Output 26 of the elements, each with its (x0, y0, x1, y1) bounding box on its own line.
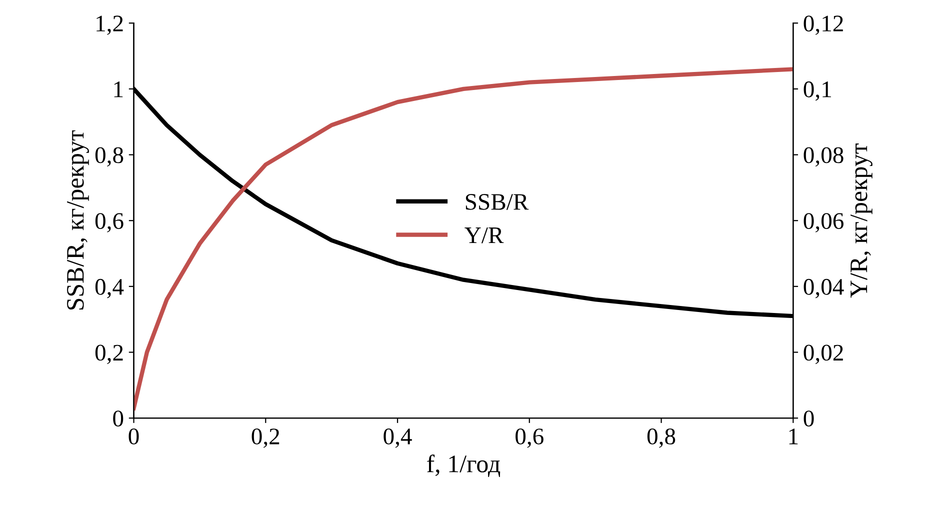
legend-label: SSB/R (466, 194, 529, 210)
y-tick-label: 0 (113, 410, 124, 427)
y2-tick-label: 0,06 (804, 213, 844, 232)
x-tick-label: 0,4 (384, 428, 412, 448)
y2-tick-label: 0,12 (804, 16, 843, 35)
x-tick-label: 1 (789, 428, 798, 444)
y2-tick-label: 0,02 (804, 344, 843, 364)
y-tick-label: 0,4 (95, 278, 124, 298)
x-tick-label: 0 (128, 428, 139, 444)
y2-tick-label: 0 (804, 410, 814, 427)
y-tick-label: 0,6 (95, 213, 124, 232)
y-axis-title: SSB/R, кг/рекрут (67, 130, 89, 310)
x-tick-label: 0,2 (252, 428, 280, 448)
y-tick-label: 0,8 (95, 147, 124, 167)
y2-tick-label: 0,08 (804, 147, 844, 167)
y2-tick-label: 0,04 (804, 278, 844, 298)
legend-label: Y/R (464, 227, 504, 244)
y-tick-label: 0,2 (95, 344, 123, 364)
y2-tick-label: 0,1 (804, 81, 831, 101)
x-tick-label: 0,8 (647, 428, 676, 448)
x-tick-label: 0,6 (516, 428, 544, 448)
y-tick-label: 1 (114, 82, 123, 98)
y-tick-label: 1,2 (96, 16, 123, 35)
x-axis-title: f, 1/год (427, 454, 500, 477)
y2-axis-title: Y/R, кг/рекрут (850, 144, 872, 298)
line-series (134, 67, 794, 410)
